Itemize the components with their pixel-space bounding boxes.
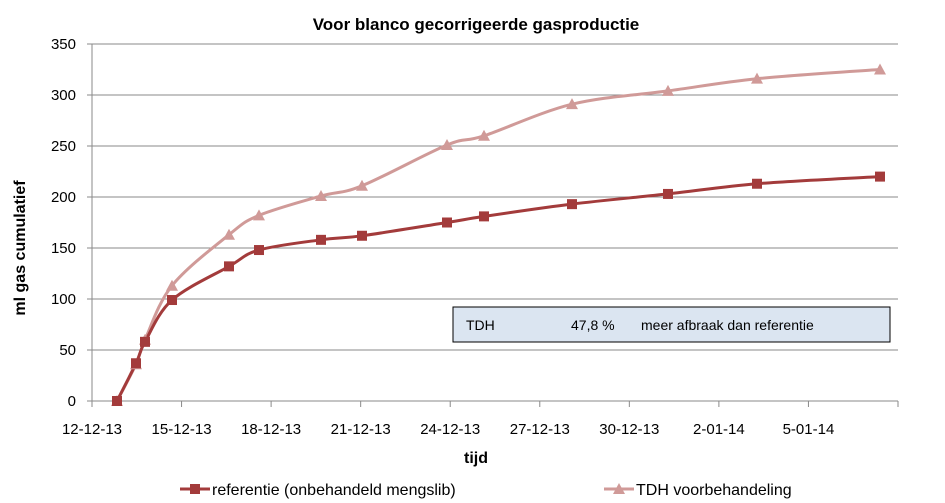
data-point-square bbox=[752, 178, 762, 189]
data-point-square bbox=[112, 396, 122, 406]
annotation-text: meer afbraak dan referentie bbox=[641, 317, 814, 333]
x-tick-label: 24-12-13 bbox=[420, 421, 480, 438]
data-point-triangle bbox=[223, 228, 235, 240]
x-tick-label: 5-01-14 bbox=[783, 421, 835, 438]
annotation-value: 47,8 % bbox=[571, 317, 615, 333]
annotation-background bbox=[452, 306, 891, 343]
data-point-triangle bbox=[874, 63, 886, 75]
y-tick-label: 350 bbox=[51, 36, 76, 53]
data-point-square bbox=[316, 234, 326, 245]
x-tick-label: 27-12-13 bbox=[510, 421, 570, 438]
series-line-square bbox=[115, 175, 881, 402]
annotation-box: TDH 47,8 % meer afbraak dan referentie bbox=[452, 306, 891, 343]
grid-lines bbox=[87, 43, 898, 402]
data-point-square bbox=[442, 217, 452, 228]
data-point-triangle bbox=[441, 138, 453, 150]
x-tick-label: 30-12-13 bbox=[599, 421, 659, 438]
data-point-square bbox=[254, 245, 264, 256]
legend: referentie (onbehandeld mengslib) TDH voo… bbox=[180, 482, 792, 499]
y-axis-label: ml gas cumulatief bbox=[12, 180, 29, 316]
data-point-square bbox=[131, 358, 141, 369]
legend-label: referentie (onbehandeld mengslib) bbox=[212, 482, 456, 499]
data-point-triangle bbox=[253, 209, 265, 221]
y-tick-label: 50 bbox=[59, 342, 76, 359]
y-tick-label: 100 bbox=[51, 291, 76, 308]
x-tick-labels: 12-12-13 15-12-13 18-12-13 21-12-13 24-12-13… bbox=[62, 421, 834, 438]
data-point-square bbox=[567, 199, 577, 210]
data-point-triangle bbox=[566, 98, 578, 110]
y-tick-labels: 0 50 100 150 200 250 300 350 bbox=[51, 36, 76, 410]
x-tick-label: 21-12-13 bbox=[331, 421, 391, 438]
y-tick-label: 300 bbox=[51, 87, 76, 104]
data-point-triangle bbox=[356, 179, 368, 191]
data-point-triangle bbox=[662, 84, 674, 96]
x-tick-label: 12-12-13 bbox=[62, 421, 122, 438]
data-point-triangle bbox=[315, 189, 327, 201]
legend-marker-triangle bbox=[613, 483, 625, 494]
annotation-label: TDH bbox=[466, 317, 495, 333]
y-tick-label: 250 bbox=[51, 138, 76, 155]
data-point-triangle bbox=[478, 129, 490, 141]
data-point-square bbox=[875, 171, 885, 182]
chart-title: Voor blanco gecorrigeerde gasproductie bbox=[313, 15, 640, 34]
series-layer bbox=[111, 63, 886, 406]
data-point-square bbox=[224, 261, 234, 272]
x-tick-label: 2-01-14 bbox=[693, 421, 745, 438]
axes bbox=[91, 44, 899, 407]
data-point-square bbox=[167, 295, 177, 306]
legend-marker-square bbox=[190, 484, 200, 494]
x-axis-label: tijd bbox=[464, 450, 488, 467]
data-point-square bbox=[663, 188, 673, 199]
data-point-square bbox=[140, 336, 150, 347]
data-point-triangle bbox=[751, 72, 763, 84]
data-point-triangle bbox=[166, 279, 178, 291]
legend-label: TDH voorbehandeling bbox=[636, 482, 792, 499]
x-tick-label: 18-12-13 bbox=[241, 421, 301, 438]
x-tick-label: 15-12-13 bbox=[152, 421, 212, 438]
y-tick-label: 150 bbox=[51, 240, 76, 257]
y-tick-label: 200 bbox=[51, 189, 76, 206]
data-point-square bbox=[357, 230, 367, 241]
data-point-square bbox=[479, 211, 489, 222]
y-tick-label: 0 bbox=[68, 393, 76, 410]
